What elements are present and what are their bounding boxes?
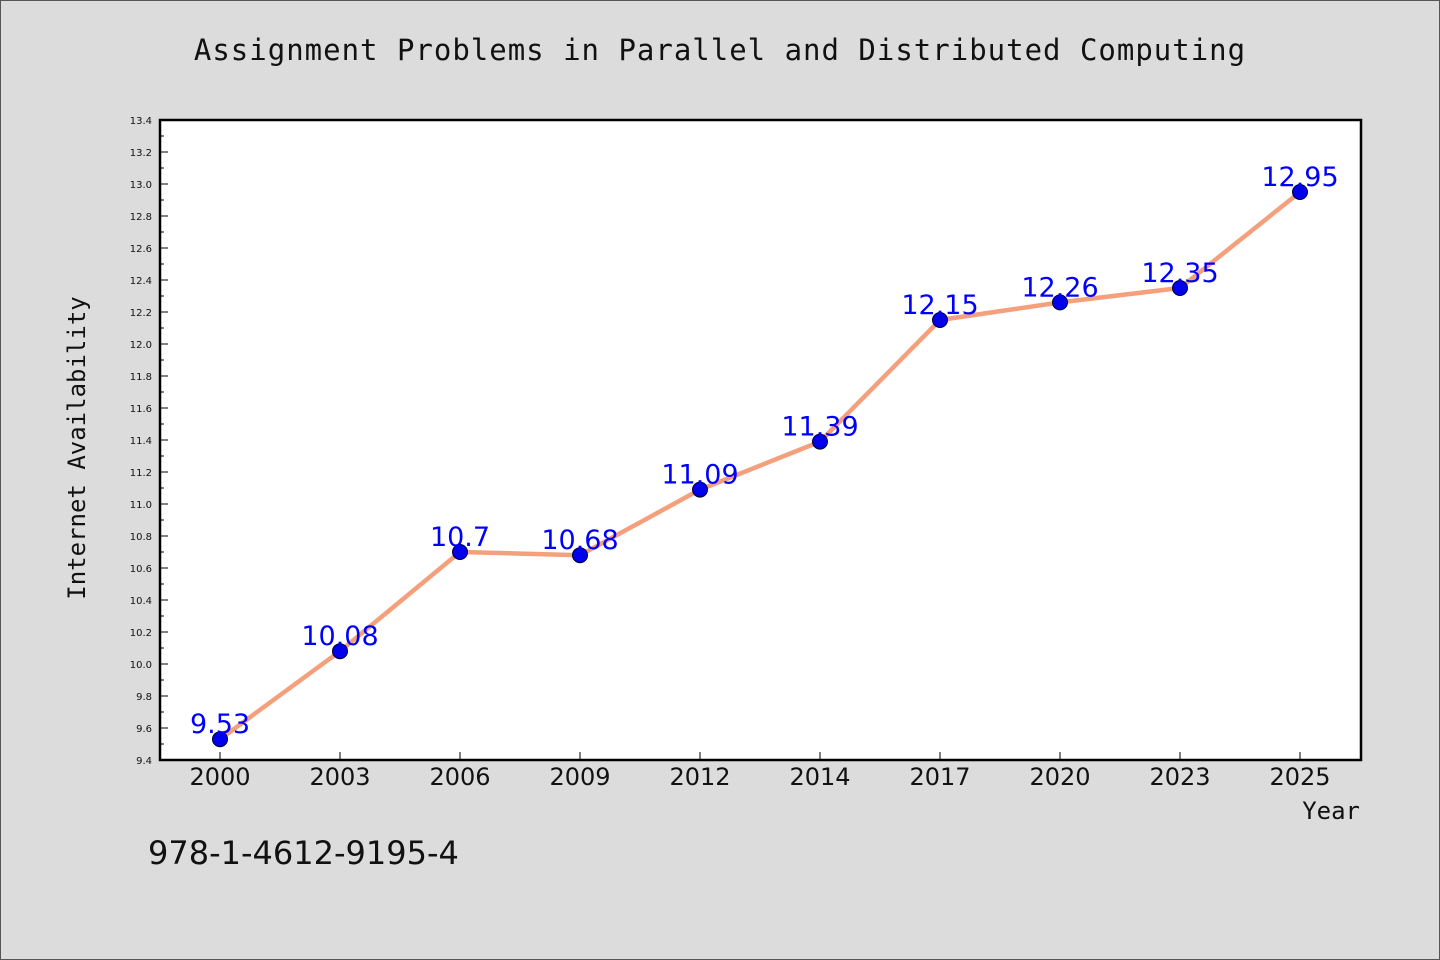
data-label: 11.09 [661,460,738,491]
data-label: 12.35 [1141,258,1218,289]
data-point [692,481,708,498]
y-tick-label: 11.4 [130,436,152,447]
isbn-caption: 978-1-4612-9195-4 [148,834,459,872]
y-tick-label: 9.6 [136,724,152,735]
y-tick-label: 11.0 [130,500,152,511]
data-label: 12.26 [1021,272,1098,303]
x-tick-label: 2020 [1029,763,1090,791]
data-point [572,547,588,564]
y-tick-label: 10.0 [130,660,152,671]
y-tick-label: 12.8 [130,212,152,223]
y-tick-label: 10.6 [130,564,152,575]
x-tick-label: 2017 [909,763,970,791]
x-tick-label: 2025 [1269,763,1330,791]
data-label: 10.08 [301,621,378,652]
y-tick-label: 10.4 [130,596,152,607]
y-tick-label: 9.8 [136,692,152,703]
x-tick-label: 2003 [309,763,370,791]
y-tick-label: 11.2 [130,468,152,479]
y-tick-label: 12.2 [130,308,152,319]
y-tick-label: 12.0 [130,340,152,351]
series-layer: 9.53 10.08 10.7 10.68 11.09 11.39 12.15 12.26 12… [190,162,1339,748]
data-point [212,731,228,748]
y-tick-label: 9.4 [136,756,152,767]
x-tick-label: 2014 [789,763,850,791]
y-axis-label: Internet Availability [63,296,91,599]
data-point [812,433,828,450]
x-axis: 2000 2003 2006 2009 2012 2014 2017 2020 2023 2025 [189,752,1331,791]
data-label: 11.39 [781,412,858,443]
y-tick-label: 13.0 [130,180,152,191]
y-tick-label: 10.8 [130,532,152,543]
y-axis: 9.4 9.6 9.8 10.0 10.2 10.4 10.6 10.8 11.0 11.2 11.… [130,116,168,767]
data-label: 10.68 [541,525,618,556]
y-tick-label: 10.2 [130,628,152,639]
plot-area [158,118,1363,762]
x-axis-label: Year [1302,797,1360,825]
data-point [1292,184,1308,200]
data-label: 9.53 [190,709,250,740]
y-tick-label: 11.8 [130,372,152,383]
data-point [1172,280,1188,296]
x-tick-label: 2012 [669,763,730,791]
y-tick-label: 13.2 [130,148,152,159]
x-tick-label: 2006 [429,763,490,791]
y-tick-label: 11.6 [130,404,152,415]
series-line [217,189,1303,742]
y-tick-label: 12.6 [130,244,152,255]
data-label: 10.7 [430,522,490,553]
y-tick-label: 13.4 [130,116,152,127]
data-point [1052,294,1068,311]
y-tick-label: 12.4 [130,276,152,287]
data-label: 12.95 [1261,162,1338,193]
x-tick-label: 2009 [549,763,610,791]
data-point [932,312,948,328]
data-point [452,544,468,560]
x-tick-label: 2000 [189,763,250,791]
x-tick-label: 2023 [1149,763,1210,791]
data-label: 12.15 [901,290,978,321]
chart-title: Assignment Problems in Parallel and Dist… [193,33,1247,67]
data-point [332,643,348,660]
